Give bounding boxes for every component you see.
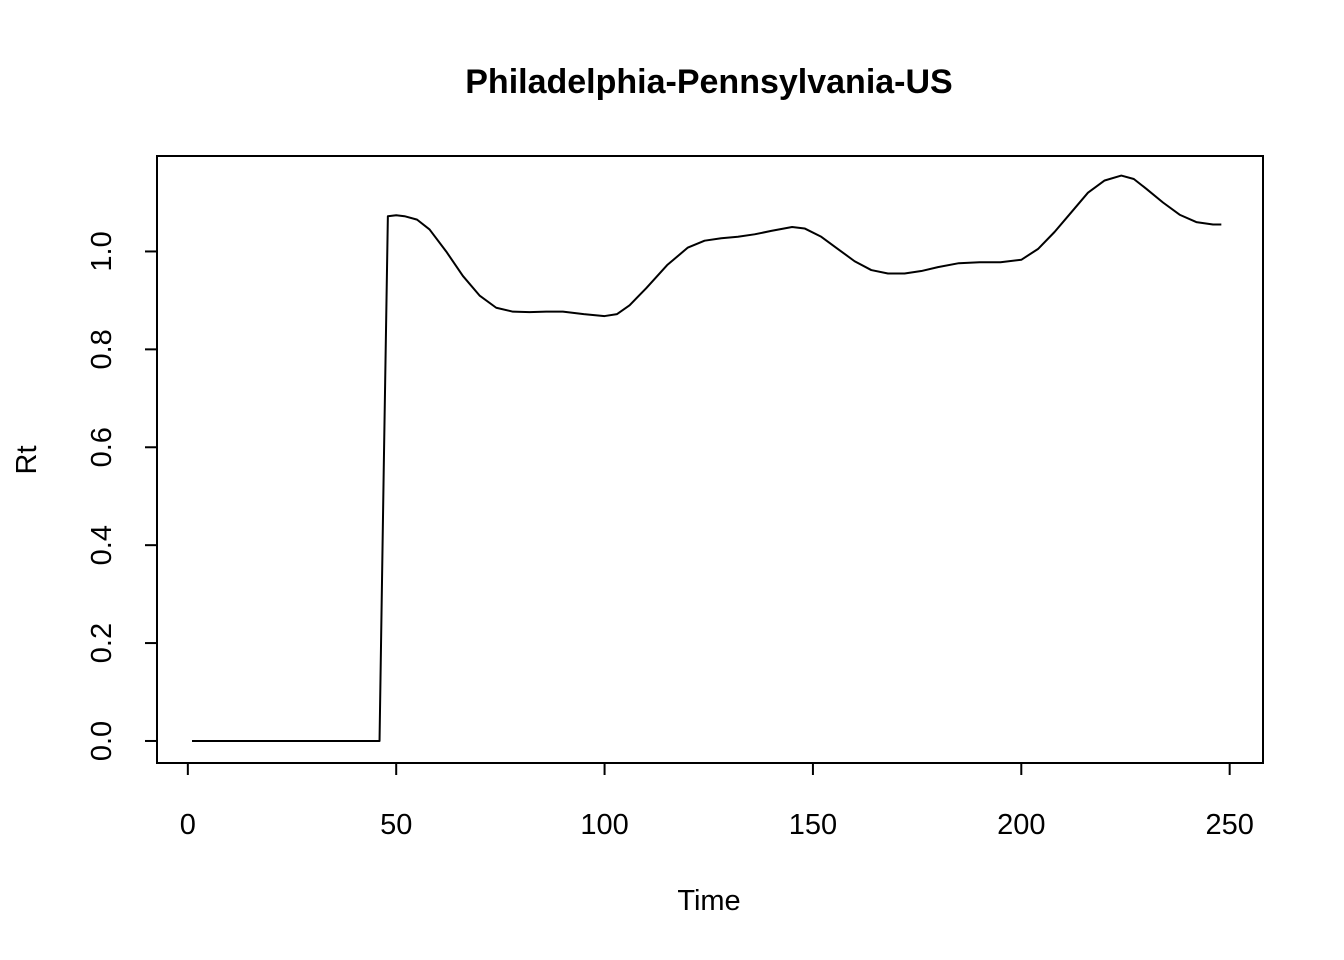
y-axis: 0.0 0.2 0.4 0.6 0.8 1.0	[86, 231, 158, 761]
x-tick-label: 0	[180, 809, 196, 841]
x-axis: 0 50 100 150 200 250	[180, 762, 1254, 841]
y-tick-label: 0.6	[86, 427, 118, 467]
y-tick-label: 0.8	[86, 329, 118, 369]
plot-frame	[156, 155, 1264, 764]
y-tick-label: 1.0	[86, 231, 118, 271]
rt-series-line	[192, 174, 1222, 742]
chart-title: Philadelphia-Pennsylvania-US	[465, 63, 952, 101]
x-tick-label: 150	[789, 809, 837, 841]
y-tick-label: 0.2	[86, 623, 118, 663]
y-axis-label: Rt	[11, 446, 43, 475]
series-group	[192, 174, 1222, 742]
x-tick-label: 250	[1205, 809, 1253, 841]
x-axis-label: Time	[677, 885, 740, 917]
x-tick-label: 200	[997, 809, 1045, 841]
y-tick-label: 0.0	[86, 721, 118, 761]
y-tick-label: 0.4	[86, 525, 118, 565]
x-tick-label: 100	[580, 809, 628, 841]
x-tick-label: 50	[380, 809, 412, 841]
